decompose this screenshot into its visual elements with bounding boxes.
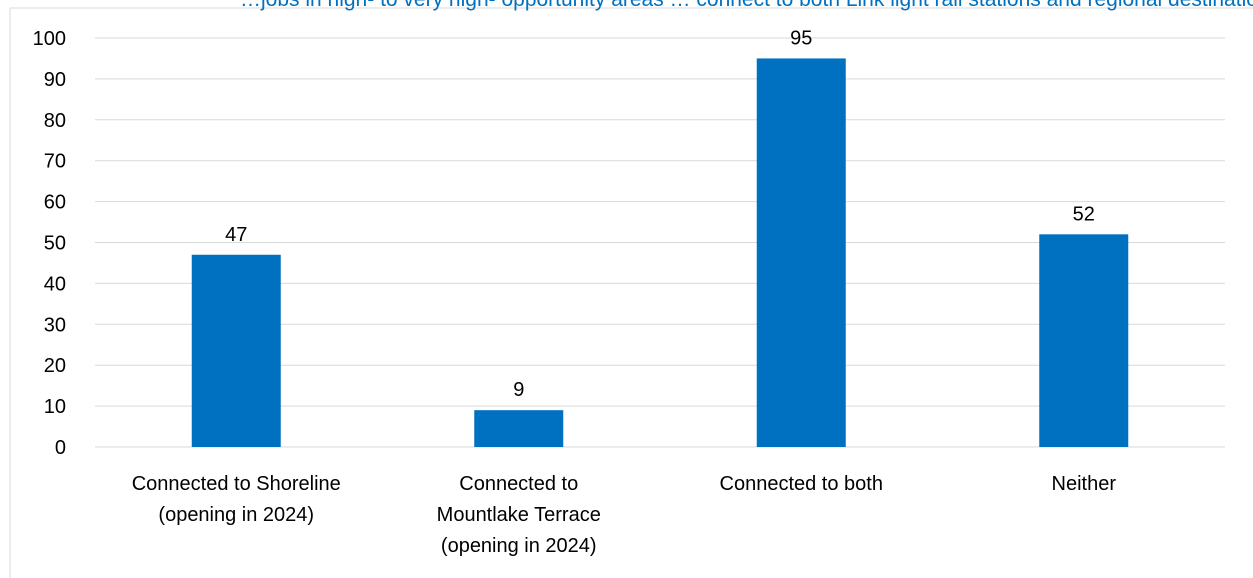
data-label-2: 9 bbox=[513, 379, 524, 401]
y-tick-label-10: 10 bbox=[44, 396, 66, 418]
y-tick-label-30: 30 bbox=[44, 314, 66, 336]
bar-3 bbox=[756, 58, 846, 447]
y-tick-label-70: 70 bbox=[44, 151, 66, 173]
y-tick-label-90: 90 bbox=[44, 69, 66, 91]
data-label-4: 52 bbox=[1073, 203, 1095, 225]
bar-1 bbox=[191, 254, 281, 447]
y-tick-label-50: 50 bbox=[44, 233, 66, 255]
gridlines bbox=[95, 37, 1225, 448]
category-label-1-line-2: (opening in 2024) bbox=[158, 504, 314, 526]
bars bbox=[191, 58, 1129, 447]
data-labels: 47 9 95 52 bbox=[225, 27, 1095, 401]
data-label-3: 95 bbox=[790, 27, 812, 49]
category-label-4: Neither bbox=[1052, 473, 1117, 495]
bar-4 bbox=[1039, 234, 1129, 447]
y-tick-label-40: 40 bbox=[44, 273, 66, 295]
y-axis: 0 10 20 30 40 50 60 70 80 90 100 bbox=[33, 28, 66, 459]
category-label-2-line-1: Connected to bbox=[459, 473, 578, 495]
y-tick-label-100: 100 bbox=[33, 28, 66, 50]
bar-2 bbox=[474, 410, 564, 447]
category-label-4-line-1: Neither bbox=[1052, 473, 1117, 495]
category-label-3: Connected to both bbox=[720, 473, 883, 495]
y-tick-label-60: 60 bbox=[44, 192, 66, 214]
category-label-2: Connected to Mountlake Terrace (opening in… bbox=[437, 473, 601, 557]
category-label-2-line-3: (opening in 2024) bbox=[441, 535, 597, 557]
x-axis-categories: Connected to Shoreline (opening in 2024)C… bbox=[132, 473, 1117, 557]
y-tick-label-80: 80 bbox=[44, 110, 66, 132]
data-label-1: 47 bbox=[225, 224, 247, 246]
y-tick-label-20: 20 bbox=[44, 355, 66, 377]
category-label-3-line-1: Connected to both bbox=[720, 473, 883, 495]
category-label-1-line-1: Connected to Shoreline bbox=[132, 473, 341, 495]
y-tick-label-0: 0 bbox=[55, 437, 66, 459]
category-label-1: Connected to Shoreline (opening in 2024) bbox=[132, 473, 341, 526]
partial-chart-title: …jobs in high- to very high- opportunity… bbox=[240, 0, 1253, 11]
category-label-2-line-2: Mountlake Terrace bbox=[437, 504, 601, 526]
